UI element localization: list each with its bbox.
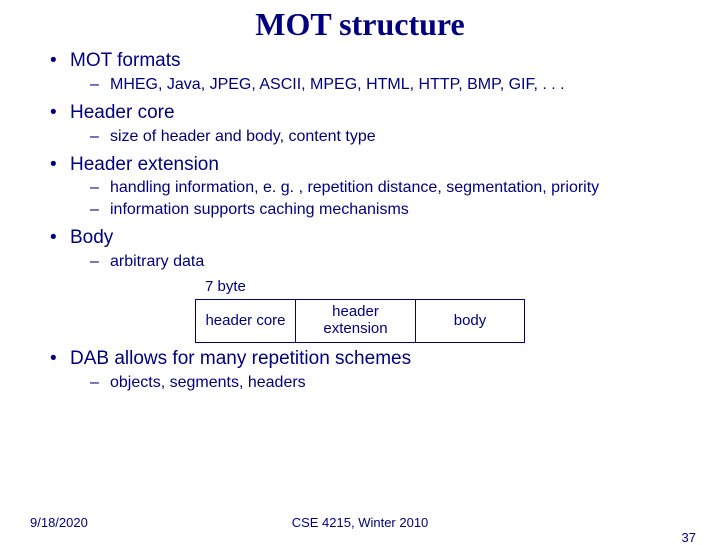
bullet-item: •MOT formats <box>50 49 690 73</box>
subbullet-item: –arbitrary data <box>90 252 690 272</box>
bullet-text: DAB allows for many repetition schemes <box>70 348 411 369</box>
footer-page-number: 37 <box>682 530 696 545</box>
diagram-box-header-extension: header extension <box>295 299 415 343</box>
diagram-caption: 7 byte <box>195 278 525 297</box>
diagram-box-header-core: header core <box>195 299 295 343</box>
diagram-box-body: body <box>415 299 525 343</box>
bullet-text: Header extension <box>70 154 219 175</box>
subbullet-text: size of header and body, content type <box>110 128 376 145</box>
subbullet-text: information supports caching mechanisms <box>110 201 409 218</box>
diagram-boxes: header core header extension body <box>195 299 525 343</box>
subbullet-text: objects, segments, headers <box>110 374 306 391</box>
subbullet-item: –objects, segments, headers <box>90 373 690 393</box>
slide: MOT structure •MOT formats –MHEG, Java, … <box>0 0 720 540</box>
subbullet-text: arbitrary data <box>110 253 204 270</box>
slide-title: MOT structure <box>0 0 720 47</box>
bullet-text: MOT formats <box>70 50 181 71</box>
subbullet-text: MHEG, Java, JPEG, ASCII, MPEG, HTML, HTT… <box>110 76 565 93</box>
slide-content: •MOT formats –MHEG, Java, JPEG, ASCII, M… <box>0 49 720 393</box>
subbullet-item: –size of header and body, content type <box>90 127 690 147</box>
bullet-item: •DAB allows for many repetition schemes <box>50 347 690 371</box>
bullet-text: Body <box>70 227 113 248</box>
bullet-item: •Header core <box>50 101 690 125</box>
footer-course: CSE 4215, Winter 2010 <box>0 515 720 530</box>
footer-date: 9/18/2020 <box>30 515 88 530</box>
subbullet-item: –information supports caching mechanisms <box>90 200 690 220</box>
subbullet-text: handling information, e. g. , repetition… <box>110 179 599 196</box>
bullet-item: •Header extension <box>50 153 690 177</box>
mot-structure-diagram: 7 byte header core header extension body <box>30 278 690 343</box>
slide-footer: 9/18/2020 CSE 4215, Winter 2010 37 <box>0 515 720 530</box>
subbullet-item: –handling information, e. g. , repetitio… <box>90 178 690 198</box>
subbullet-item: –MHEG, Java, JPEG, ASCII, MPEG, HTML, HT… <box>90 75 690 95</box>
bullet-item: •Body <box>50 226 690 250</box>
bullet-text: Header core <box>70 102 175 123</box>
